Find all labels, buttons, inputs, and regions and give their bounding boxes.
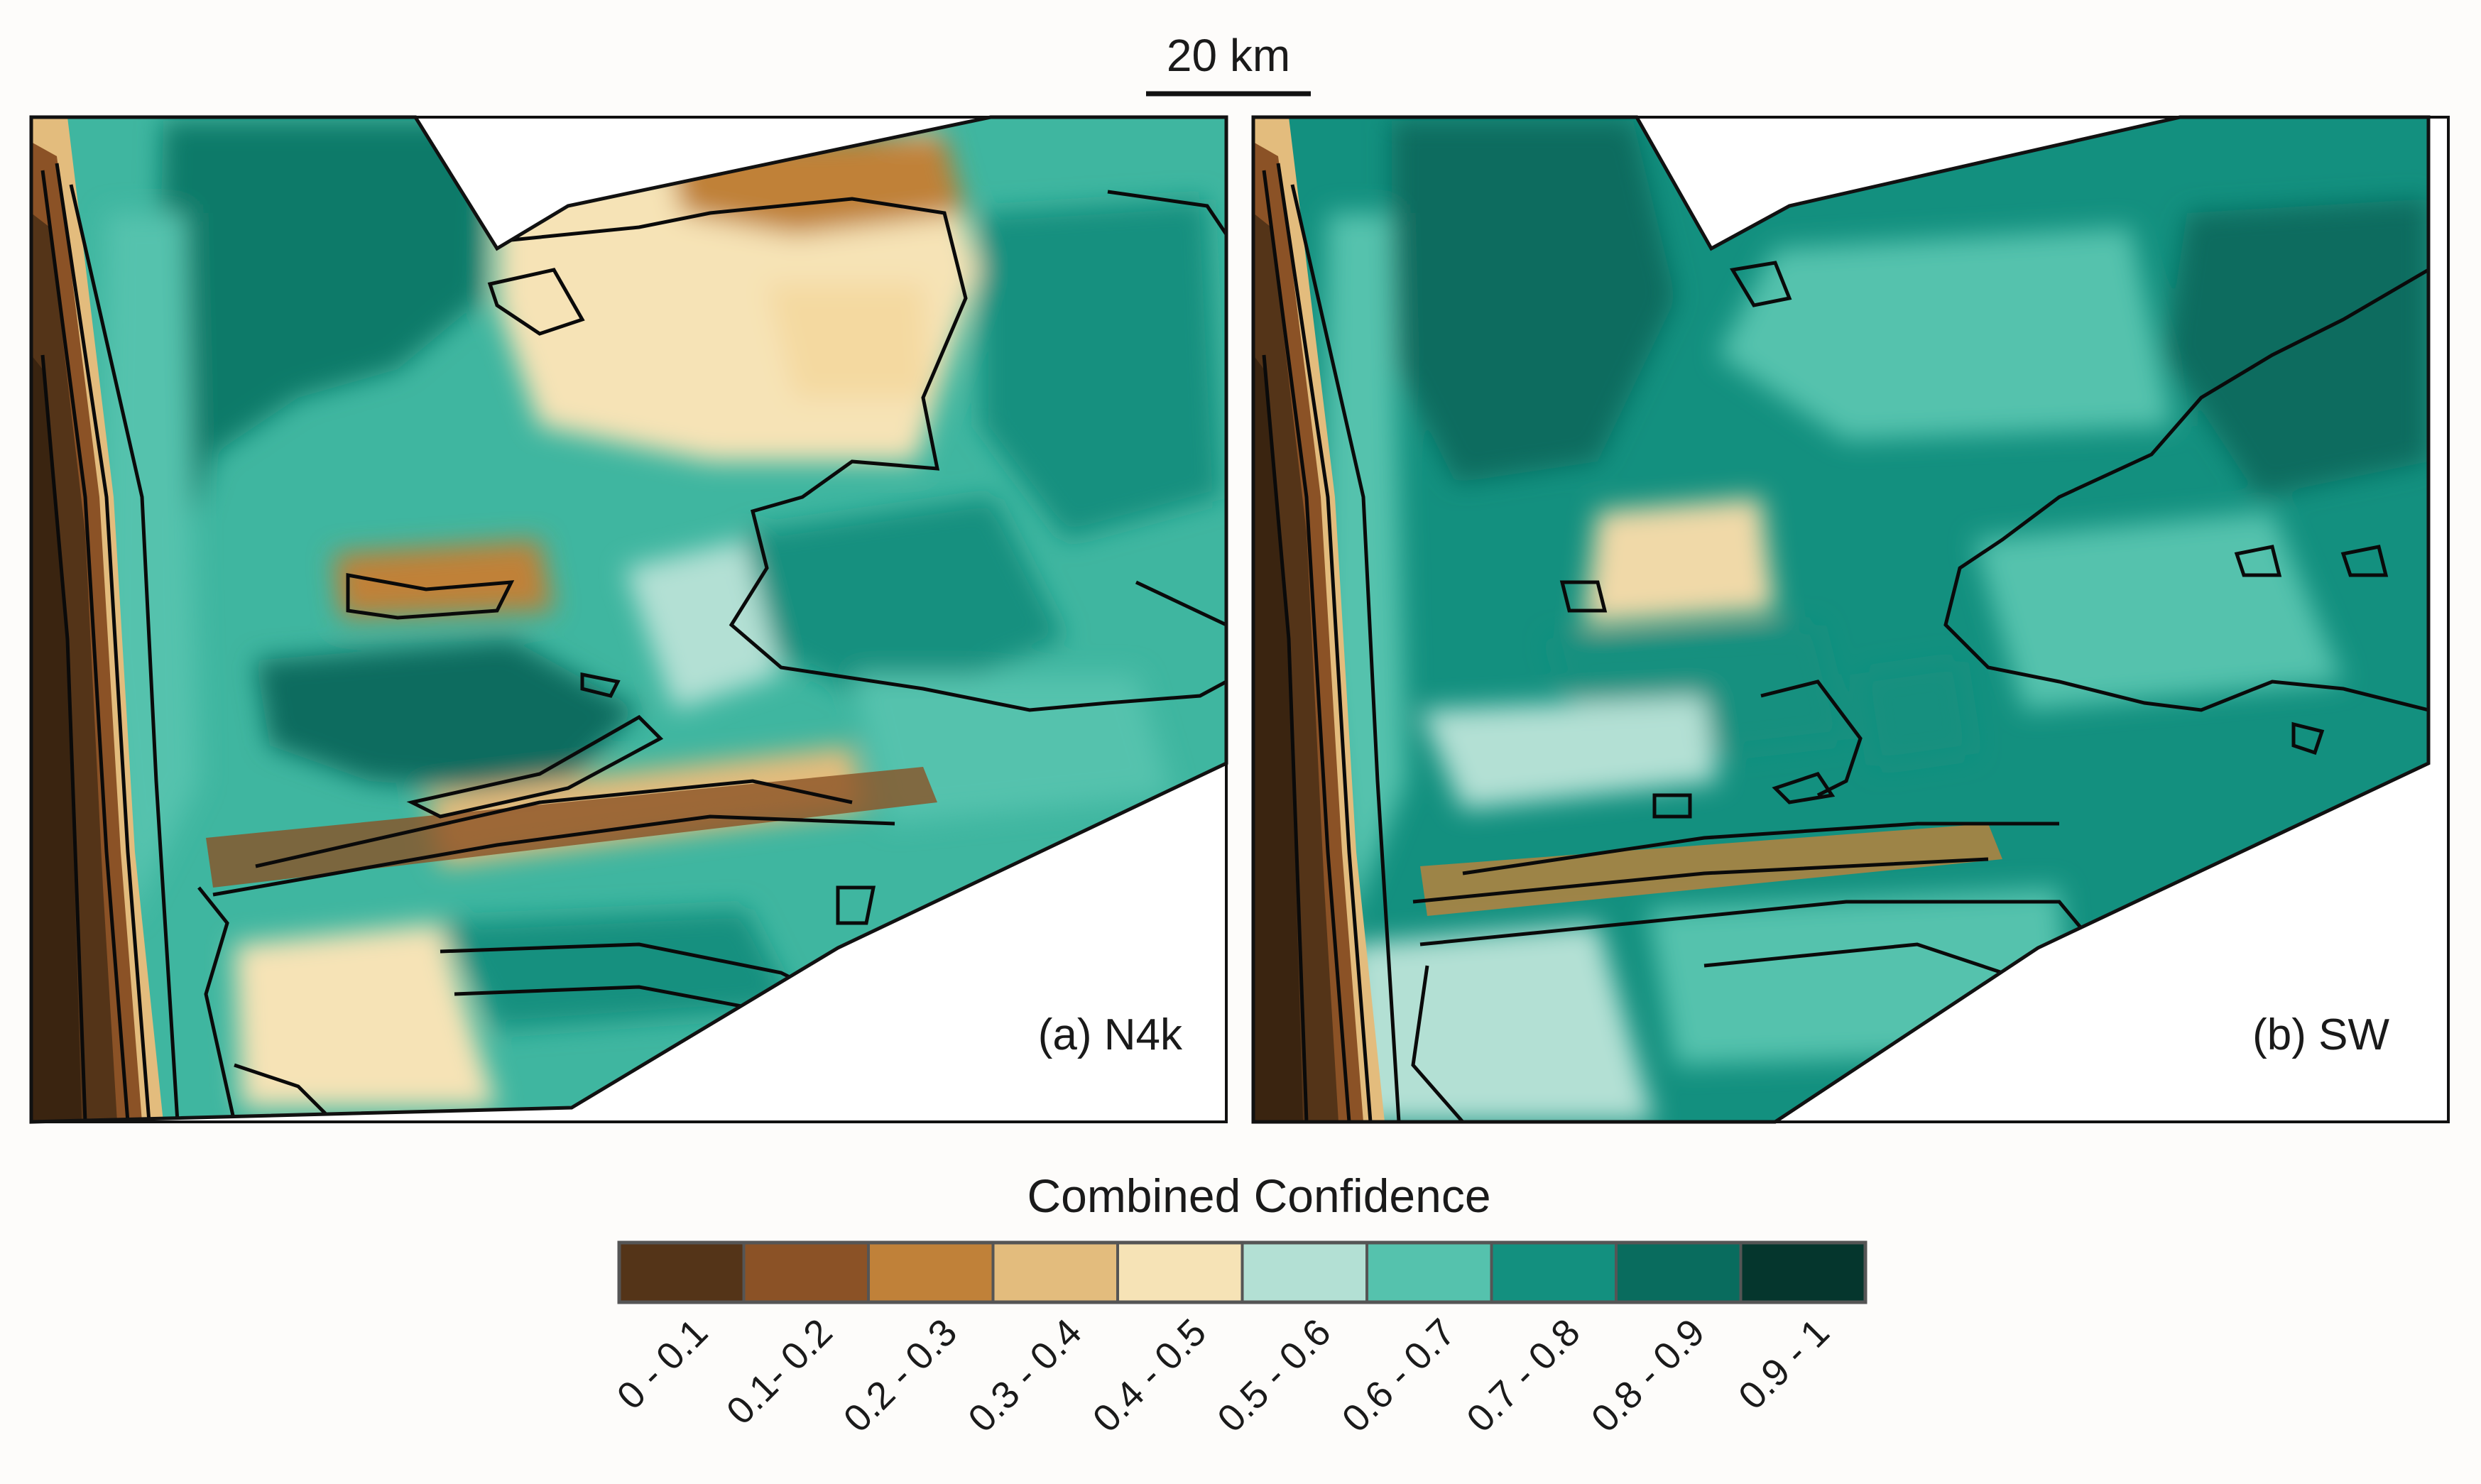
map-panel-b: (b) SW (1251, 115, 2450, 1124)
legend-swatch (1615, 1241, 1743, 1304)
panel-label-a: (a) N4k (1038, 1010, 1183, 1059)
map-frame-b (1252, 116, 2450, 1123)
legend-label: 0.7 - 0.8 (1458, 1311, 1588, 1441)
scale-bar-label: 20 km (1167, 30, 1290, 81)
contour-lines-b (1262, 163, 2428, 1122)
legend-swatch (1365, 1241, 1493, 1304)
legend-label: 0.5 - 0.6 (1209, 1311, 1339, 1441)
legend-swatch (1116, 1241, 1244, 1304)
map-frame-a (30, 116, 1228, 1123)
legend-label: 0.2 - 0.3 (836, 1311, 966, 1441)
legend-label: 0.8 - 0.9 (1583, 1311, 1713, 1441)
map-panel-a: (a) N4k (29, 115, 1228, 1124)
legend-label: 0.3 - 0.4 (960, 1311, 1090, 1441)
legend-swatch (1490, 1241, 1618, 1304)
legend-swatches (618, 1241, 1867, 1304)
legend-swatch (1739, 1241, 1867, 1304)
legend-title: Combined Confidence (1027, 1169, 1490, 1222)
legend-label: 0.1- 0.2 (719, 1311, 841, 1433)
legend-label: 0.4 - 0.5 (1085, 1311, 1215, 1441)
legend-labels: 0 - 0.1 0.1- 0.20.2 - 0.30.3 - 0.40.4 - 0… (609, 1311, 1838, 1441)
legend-swatch (742, 1241, 870, 1304)
legend-border (617, 1240, 1867, 1304)
legend-label: 0 - 0.1 (609, 1311, 716, 1418)
legend-swatch (618, 1241, 746, 1304)
legend-swatch (991, 1241, 1119, 1304)
legend: Combined Confidence 0 - 0.1 0.1- 0.20.2 -… (609, 1169, 1867, 1441)
panel-label-b: (b) SW (2252, 1010, 2389, 1059)
contour-lines-a (40, 163, 1226, 1122)
legend-label: 0.6 - 0.7 (1334, 1311, 1464, 1441)
legend-label: 0.9 - 1 (1730, 1311, 1838, 1418)
legend-swatch (1240, 1241, 1368, 1304)
legend-swatch (867, 1241, 995, 1304)
